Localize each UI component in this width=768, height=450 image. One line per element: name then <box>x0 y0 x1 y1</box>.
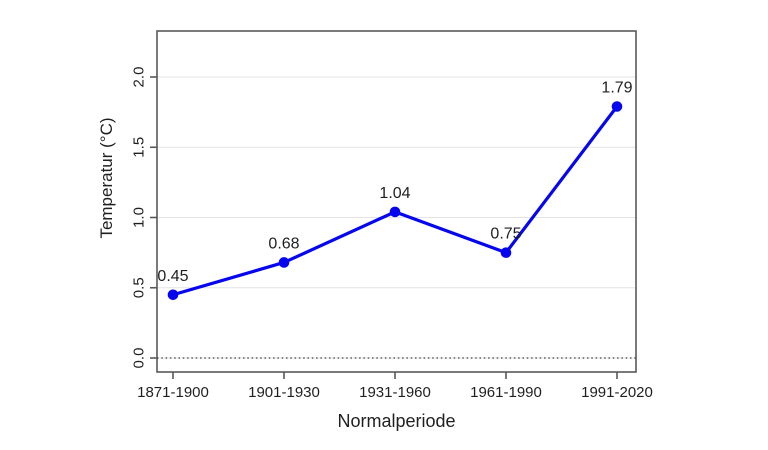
y-tick-label: 2.0 <box>131 67 148 88</box>
data-point <box>167 289 179 301</box>
y-tick-label: 0.5 <box>131 277 148 298</box>
x-tick-label: 1931-1960 <box>359 384 431 401</box>
data-point-label: 0.45 <box>157 268 188 285</box>
y-tick-label: 1.0 <box>131 207 148 228</box>
y-tick-label: 0.0 <box>131 348 148 369</box>
x-tick-label: 1871-1900 <box>137 384 209 401</box>
x-tick-label: 1991-2020 <box>581 384 653 401</box>
plot-border <box>156 30 637 373</box>
x-tick-label: 1901-1930 <box>248 384 320 401</box>
data-point <box>389 206 401 218</box>
x-tick-label: 1961-1990 <box>470 384 542 401</box>
x-axis-title: Normalperiode <box>337 411 456 431</box>
data-point-label: 0.68 <box>268 235 299 252</box>
data-point-label: 1.79 <box>601 80 632 97</box>
y-tick-label: 1.5 <box>131 137 148 158</box>
data-point <box>611 101 623 112</box>
data-point-label: 1.04 <box>379 185 410 202</box>
data-point <box>278 257 290 268</box>
y-axis-title: Temperatur (°C) <box>97 117 116 239</box>
data-point <box>500 247 512 258</box>
data-point-label: 0.75 <box>490 226 521 243</box>
